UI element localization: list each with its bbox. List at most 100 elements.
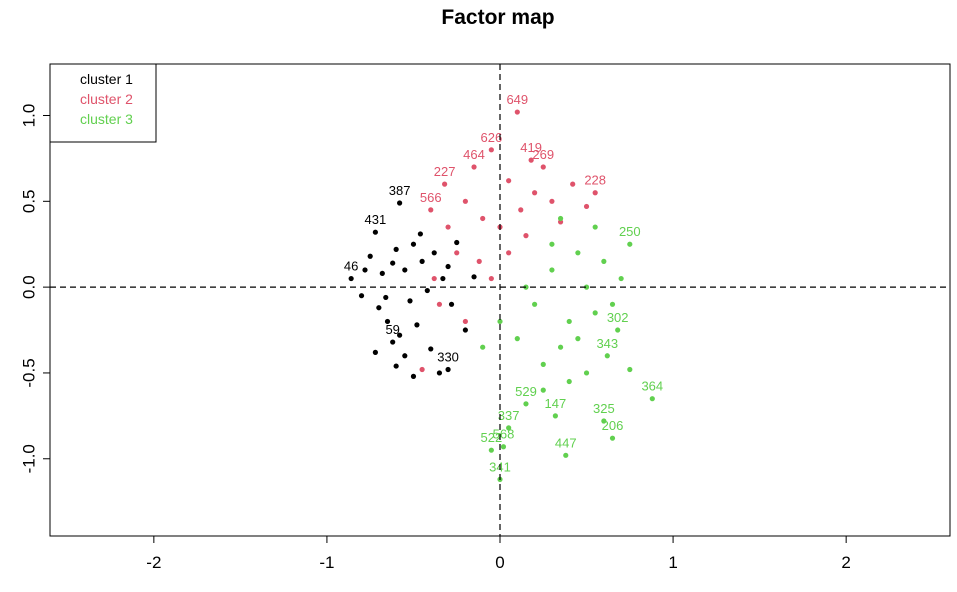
data-point bbox=[609, 435, 616, 441]
y-tick-label: -1.0 bbox=[19, 444, 38, 473]
data-point bbox=[424, 287, 430, 294]
point-label: 206 bbox=[602, 418, 624, 433]
x-tick-label: 0 bbox=[495, 553, 504, 572]
point-label: 529 bbox=[515, 384, 537, 399]
data-point bbox=[506, 425, 512, 431]
point-label: 147 bbox=[545, 396, 567, 411]
data-point bbox=[601, 258, 607, 264]
point-label: 649 bbox=[506, 92, 528, 107]
point-label: 325 bbox=[593, 401, 615, 416]
data-point bbox=[627, 241, 633, 247]
legend-entry: cluster 2 bbox=[80, 91, 133, 107]
data-point bbox=[627, 366, 633, 373]
data-point bbox=[407, 298, 413, 304]
point-label: 387 bbox=[389, 183, 411, 198]
data-point bbox=[570, 181, 576, 187]
data-point bbox=[462, 198, 468, 204]
data-point bbox=[497, 318, 503, 325]
point-label: 46 bbox=[344, 259, 358, 274]
data-point bbox=[488, 447, 494, 453]
data-point bbox=[358, 293, 365, 299]
data-point bbox=[362, 267, 368, 273]
x-tick-label: 2 bbox=[841, 553, 850, 572]
data-point bbox=[523, 401, 529, 407]
data-point bbox=[390, 260, 396, 266]
data-point bbox=[480, 344, 486, 350]
chart-title: Factor map bbox=[441, 6, 554, 29]
data-point bbox=[552, 413, 558, 419]
data-point bbox=[563, 452, 569, 458]
data-point bbox=[601, 418, 607, 424]
data-point bbox=[445, 263, 451, 270]
point-label: 302 bbox=[607, 310, 629, 325]
data-point bbox=[419, 366, 425, 373]
point-label: 568 bbox=[493, 427, 515, 442]
data-point bbox=[471, 274, 477, 280]
data-point bbox=[528, 157, 534, 163]
data-point bbox=[397, 200, 403, 206]
legend-box bbox=[49, 63, 157, 143]
data-point bbox=[390, 339, 396, 345]
point-label: 337 bbox=[498, 408, 520, 423]
data-point bbox=[383, 294, 389, 301]
data-point bbox=[440, 275, 446, 282]
data-point bbox=[518, 207, 524, 213]
data-point bbox=[436, 301, 443, 307]
data-point bbox=[367, 253, 373, 259]
point-label: 343 bbox=[596, 336, 618, 351]
data-point bbox=[592, 190, 598, 196]
data-point bbox=[500, 444, 507, 450]
data-point bbox=[428, 346, 434, 352]
point-label: 566 bbox=[420, 190, 442, 205]
x-tick-label: -1 bbox=[319, 553, 334, 572]
point-label: 364 bbox=[641, 379, 663, 394]
data-point bbox=[393, 246, 399, 252]
data-point bbox=[649, 396, 655, 402]
data-point bbox=[583, 284, 590, 290]
data-point bbox=[566, 318, 572, 325]
data-point bbox=[445, 366, 451, 373]
data-point bbox=[384, 318, 391, 325]
point-label: 227 bbox=[434, 164, 456, 179]
data-point bbox=[410, 241, 417, 247]
point-label: 431 bbox=[365, 212, 387, 227]
data-point bbox=[592, 310, 598, 316]
data-point bbox=[506, 250, 512, 256]
data-point bbox=[575, 250, 581, 256]
data-point bbox=[372, 229, 378, 235]
data-point bbox=[514, 336, 520, 342]
legend-entry: cluster 3 bbox=[80, 111, 133, 127]
data-point bbox=[442, 181, 448, 187]
axes: -2 -1 0 1 2 -1.0 -0.5 0.0 0.5 1.0 bbox=[19, 104, 850, 572]
point-label: 464 bbox=[463, 147, 485, 162]
y-tick-label: -0.5 bbox=[19, 358, 38, 387]
data-point bbox=[419, 258, 425, 264]
data-point bbox=[393, 363, 399, 369]
data-point bbox=[549, 241, 555, 247]
data-point bbox=[575, 336, 581, 342]
data-point bbox=[462, 318, 468, 325]
data-point bbox=[417, 231, 423, 237]
data-point bbox=[540, 164, 546, 170]
data-point bbox=[549, 198, 555, 204]
data-point bbox=[557, 344, 564, 350]
data-point bbox=[414, 322, 420, 328]
data-point bbox=[583, 370, 590, 376]
y-tick-label: 0.5 bbox=[19, 189, 38, 213]
data-point bbox=[488, 147, 494, 153]
legend-entry: cluster 1 bbox=[80, 71, 133, 87]
data-point bbox=[397, 332, 403, 338]
x-tick-label: 1 bbox=[668, 553, 677, 572]
data-point bbox=[454, 239, 460, 246]
data-point bbox=[372, 349, 378, 355]
data-point bbox=[532, 301, 538, 307]
data-point bbox=[557, 215, 564, 222]
data-point bbox=[532, 190, 538, 196]
data-point bbox=[428, 207, 434, 213]
y-tick-label: 1.0 bbox=[19, 104, 38, 128]
legend: cluster 1 cluster 2 cluster 3 bbox=[49, 63, 157, 143]
data-point bbox=[523, 233, 529, 239]
